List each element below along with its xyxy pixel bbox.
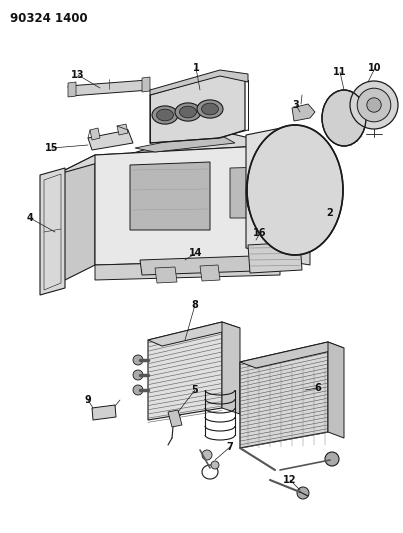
Polygon shape [292, 104, 315, 121]
Ellipse shape [180, 106, 196, 118]
Circle shape [156, 261, 164, 269]
Circle shape [211, 461, 219, 469]
Polygon shape [240, 342, 328, 448]
Polygon shape [88, 130, 133, 150]
Text: 15: 15 [45, 143, 59, 153]
Polygon shape [55, 130, 280, 175]
Polygon shape [135, 132, 235, 152]
Ellipse shape [202, 103, 218, 115]
Polygon shape [328, 342, 344, 438]
Text: 12: 12 [283, 475, 297, 485]
Polygon shape [230, 167, 268, 218]
Polygon shape [95, 145, 280, 265]
Ellipse shape [175, 103, 201, 121]
Polygon shape [150, 70, 248, 95]
Ellipse shape [322, 90, 366, 146]
Circle shape [133, 370, 143, 380]
Text: 8: 8 [191, 300, 198, 310]
Ellipse shape [247, 125, 343, 255]
Polygon shape [248, 242, 302, 273]
Text: 4: 4 [27, 213, 33, 223]
Polygon shape [68, 80, 150, 96]
Text: 1: 1 [193, 63, 199, 73]
Polygon shape [140, 255, 282, 275]
Circle shape [357, 88, 391, 122]
Ellipse shape [197, 100, 223, 118]
Polygon shape [90, 128, 100, 140]
Polygon shape [142, 77, 150, 92]
Polygon shape [322, 114, 374, 118]
Polygon shape [150, 75, 245, 143]
Polygon shape [148, 322, 222, 420]
Text: 13: 13 [71, 70, 85, 80]
Ellipse shape [152, 106, 178, 124]
Text: 11: 11 [333, 67, 347, 77]
Circle shape [181, 261, 189, 269]
Text: 3: 3 [293, 100, 299, 110]
Polygon shape [55, 155, 95, 285]
Ellipse shape [156, 109, 173, 121]
Polygon shape [168, 410, 182, 427]
Circle shape [206, 261, 214, 269]
Ellipse shape [246, 162, 274, 222]
Text: 2: 2 [326, 208, 333, 218]
Polygon shape [222, 322, 240, 414]
Text: 5: 5 [191, 385, 198, 395]
Polygon shape [148, 322, 240, 346]
Circle shape [325, 452, 339, 466]
Circle shape [367, 98, 381, 112]
Polygon shape [280, 145, 310, 265]
Circle shape [236, 261, 244, 269]
Polygon shape [130, 162, 210, 230]
Circle shape [133, 385, 143, 395]
Polygon shape [280, 148, 312, 165]
Circle shape [350, 81, 398, 129]
Text: 6: 6 [315, 383, 321, 393]
Circle shape [297, 487, 309, 499]
Text: 14: 14 [189, 248, 203, 258]
Circle shape [257, 236, 263, 242]
Circle shape [133, 355, 143, 365]
Polygon shape [68, 82, 76, 97]
Text: 10: 10 [368, 63, 382, 73]
Polygon shape [240, 342, 344, 368]
Circle shape [202, 450, 212, 460]
Text: 16: 16 [253, 228, 267, 238]
Polygon shape [246, 125, 310, 257]
Text: 90324 1400: 90324 1400 [10, 12, 87, 25]
Polygon shape [200, 265, 220, 281]
Polygon shape [250, 232, 287, 246]
Polygon shape [95, 260, 280, 280]
Polygon shape [155, 267, 177, 283]
Circle shape [174, 408, 182, 416]
Polygon shape [92, 405, 116, 420]
Polygon shape [117, 124, 128, 135]
Text: 7: 7 [226, 442, 233, 452]
Polygon shape [40, 168, 65, 295]
Circle shape [269, 236, 275, 242]
Text: 9: 9 [85, 395, 91, 405]
